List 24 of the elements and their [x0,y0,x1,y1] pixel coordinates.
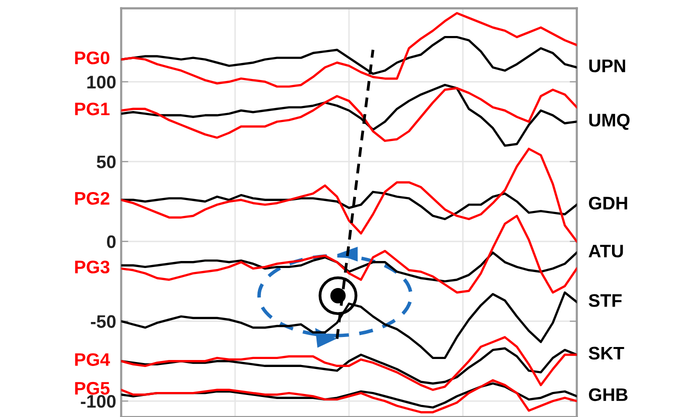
line-series [121,347,577,385]
y-tick-label: 0 [106,235,116,248]
series-label: UPN [589,60,626,72]
line-series [121,336,577,391]
line-series [121,214,577,294]
series-label: UMQ [589,114,630,130]
text: PG5 [75,382,110,395]
y-tick-label: -50 [90,315,116,328]
y-tick-label: 50 [96,156,116,168]
series-label: STF [588,294,622,307]
series-label: SKT [588,346,624,360]
text: PG4 [75,353,110,366]
text: PG0 [75,51,110,64]
line-series [121,379,577,414]
text: PG3 [75,260,110,274]
y-tick-label: 100 [87,76,116,88]
series-label: GHB [588,388,628,402]
text: PG1 [75,102,110,116]
line-series [121,148,577,243]
y-tick-label: -100 [80,394,116,408]
series-label: ATU [588,244,623,258]
text: PG2 [75,192,110,205]
series-label: GDH [588,196,628,210]
line-series [121,12,577,88]
